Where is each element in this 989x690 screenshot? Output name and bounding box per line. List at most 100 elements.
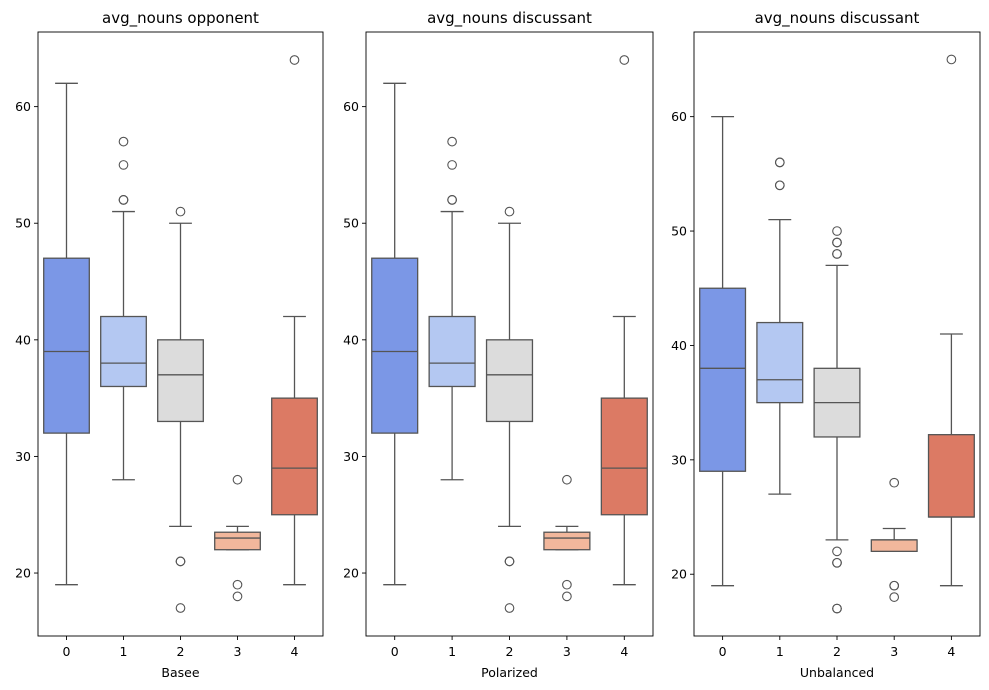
box-category-4 (927, 54, 975, 587)
y-tick-label: 40 (15, 332, 31, 347)
iqr-box (870, 539, 918, 552)
x-tick-label: 4 (620, 644, 628, 659)
x-tick-label: 1 (776, 644, 784, 659)
box-category-2 (157, 206, 204, 613)
outlier-point (832, 546, 842, 557)
outlier-point (946, 54, 957, 65)
outlier-point (232, 579, 243, 590)
iqr-box (271, 397, 318, 516)
outlier-point (889, 580, 900, 591)
x-tick-label: 1 (448, 644, 456, 659)
x-tick-label: 0 (63, 644, 71, 659)
y-tick-label: 30 (343, 449, 359, 464)
x-tick-label: 0 (719, 644, 727, 659)
iqr-box (157, 339, 204, 423)
iqr-box (485, 339, 534, 423)
x-tick-label: 3 (890, 644, 898, 659)
box-category-1 (756, 157, 804, 495)
iqr-box (43, 257, 90, 434)
outlier-point (832, 249, 842, 259)
x-tick-label: 4 (291, 644, 299, 659)
outlier-point (889, 477, 900, 488)
iqr-box (371, 257, 419, 434)
iqr-box (600, 397, 648, 516)
outlier-point (504, 603, 515, 613)
box-category-2 (813, 226, 861, 614)
x-axis-label: Unbalanced (800, 665, 874, 680)
x-tick-label: 2 (506, 644, 514, 659)
y-tick-label: 30 (15, 449, 31, 464)
outlier-point (118, 195, 129, 205)
outlier-point (619, 55, 630, 65)
box-category-4 (271, 55, 318, 586)
outlier-point (504, 206, 515, 217)
x-axis-label: Polarized (481, 665, 538, 680)
y-tick-label: 40 (671, 338, 687, 353)
x-tick-label: 3 (563, 644, 571, 659)
y-tick-label: 20 (15, 566, 31, 581)
outlier-point (447, 136, 457, 147)
outlier-point (832, 557, 842, 568)
y-tick-label: 20 (343, 566, 359, 581)
outlier-point (832, 226, 842, 236)
panel-title: avg_nouns discussant (427, 9, 592, 28)
boxplot-panel-unbalanced: avg_nouns discussant Unbalanced 20304050… (671, 9, 981, 680)
x-tick-label: 2 (177, 644, 185, 659)
iqr-box (543, 531, 591, 551)
outlier-point (504, 556, 515, 567)
outlier-point (289, 55, 300, 65)
y-tick-label: 50 (15, 216, 31, 231)
outlier-point (832, 603, 842, 614)
y-tick-label: 50 (671, 224, 687, 239)
outlier-point (447, 160, 457, 170)
panel-title: avg_nouns opponent (102, 9, 259, 28)
outlier-point (774, 157, 785, 168)
outlier-point (175, 556, 186, 567)
outlier-point (562, 474, 572, 485)
iqr-box (428, 315, 476, 388)
outlier-point (118, 136, 129, 147)
iqr-box (699, 287, 747, 472)
x-tick-label: 4 (947, 644, 955, 659)
box-category-4 (600, 55, 648, 586)
outlier-point (175, 603, 186, 613)
outlier-point (175, 206, 186, 217)
y-tick-label: 40 (343, 332, 359, 347)
x-axis-label: Basee (161, 665, 199, 680)
box-category-1 (428, 136, 476, 481)
outlier-point (232, 474, 243, 485)
x-tick-label: 2 (833, 644, 841, 659)
outlier-point (832, 237, 842, 248)
boxplot-panel-basee: avg_nouns opponent Basee 20 30 40 50 60 0 1 2 3 4 (15, 9, 324, 680)
outlier-point (562, 591, 572, 602)
box-category-3 (214, 474, 261, 602)
x-tick-label: 0 (391, 644, 399, 659)
iqr-box (100, 315, 147, 388)
x-tick-label: 1 (120, 644, 128, 659)
y-tick-label: 60 (15, 99, 31, 114)
y-tick-label: 20 (671, 567, 687, 582)
y-tick-label: 50 (343, 216, 359, 231)
iqr-box (927, 434, 975, 518)
x-tick-label: 3 (234, 644, 242, 659)
outlier-point (774, 180, 785, 191)
outlier-point (118, 160, 129, 170)
y-tick-label: 30 (671, 452, 687, 467)
box-category-0 (43, 82, 90, 586)
y-tick-label: 60 (343, 99, 359, 114)
box-category-0 (371, 82, 419, 586)
box-category-3 (870, 477, 918, 602)
box-category-1 (100, 136, 147, 481)
outlier-point (447, 195, 457, 205)
panel-title: avg_nouns discussant (755, 9, 920, 28)
y-tick-label: 60 (671, 109, 687, 124)
box-category-2 (485, 206, 534, 613)
box-category-0 (699, 116, 747, 587)
outlier-point (889, 592, 900, 602)
outlier-point (232, 591, 243, 602)
box-category-3 (543, 474, 591, 602)
outlier-point (562, 579, 572, 590)
iqr-box (756, 321, 804, 404)
boxplot-panel-polarized: avg_nouns discussant Polarized 203040506… (343, 9, 654, 680)
